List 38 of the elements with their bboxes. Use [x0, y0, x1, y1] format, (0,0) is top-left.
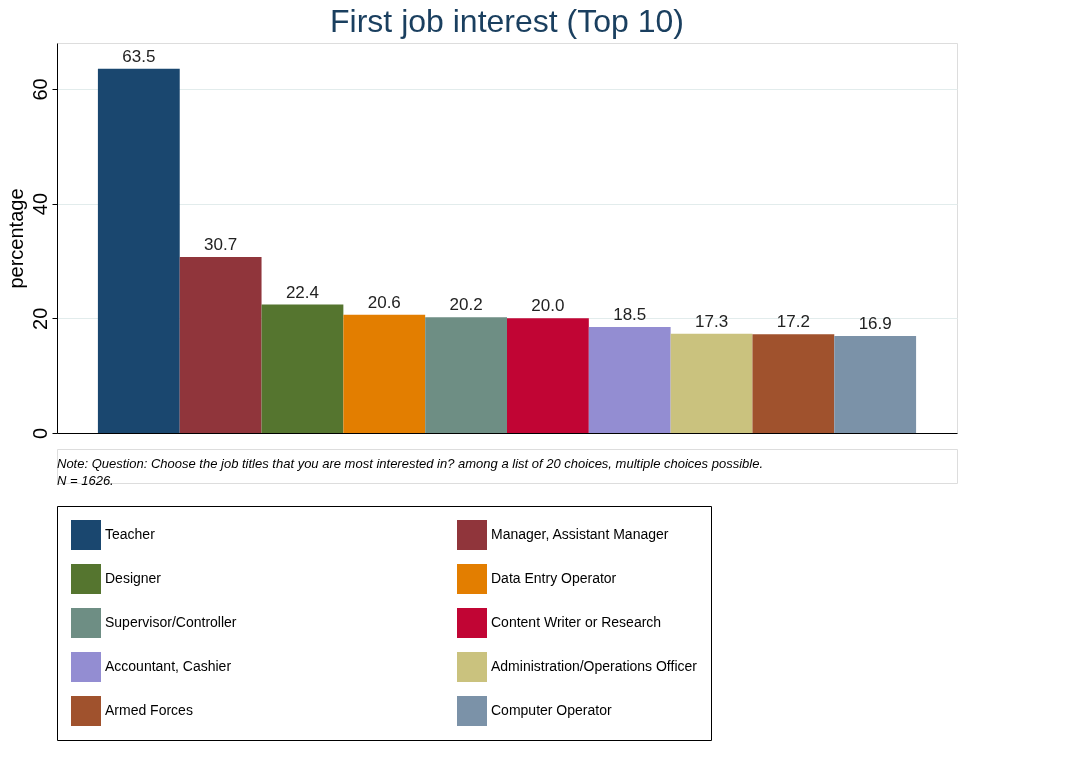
- data-label: 20.6: [367, 292, 401, 312]
- data-label: 20.2: [449, 295, 483, 315]
- text: N = 1626.: [57, 472, 114, 488]
- y-tick-label: 20: [28, 307, 51, 330]
- data-label: 22.4: [285, 282, 319, 302]
- data-label: 30.7: [204, 234, 238, 254]
- bar: [343, 314, 426, 433]
- legend-label: Accountant, Cashier: [105, 658, 232, 674]
- legend-label: Armed Forces: [105, 702, 193, 718]
- legend-label: Computer Operator: [491, 702, 612, 718]
- chart-title: First job interest (Top 10): [330, 3, 684, 39]
- legend-label: Administration/Operations Officer: [491, 658, 698, 674]
- data-label: 17.3: [695, 311, 729, 331]
- legend-label: Designer: [105, 570, 162, 586]
- bar: [179, 256, 262, 433]
- legend-label: Teacher: [105, 526, 156, 542]
- legend-label: Content Writer or Research: [491, 614, 662, 630]
- bar: [670, 333, 753, 433]
- data-label: 18.5: [613, 304, 647, 324]
- data-label: 63.5: [122, 46, 156, 66]
- legend-label: Supervisor/Controller: [105, 614, 237, 630]
- y-tick-label: 60: [28, 78, 51, 101]
- bar: [97, 68, 180, 433]
- data-label: 17.2: [776, 312, 810, 332]
- bar: [752, 334, 835, 433]
- bar: [507, 318, 589, 433]
- y-tick-label: 0: [28, 427, 51, 440]
- legend-label: Manager, Assistant Manager: [491, 526, 669, 542]
- bar: [834, 336, 917, 433]
- text: Note: Question: Choose the job titles that you are most interested in? among a list of 20 choices, multiple choices possible.: [57, 455, 763, 471]
- bar: [261, 304, 344, 433]
- bar: [588, 326, 671, 433]
- bar: [425, 317, 507, 433]
- data-label: 20.0: [531, 296, 565, 316]
- y-tick-label: 40: [28, 192, 51, 216]
- y-axis-title: percentage: [4, 188, 27, 289]
- legend-label: Data Entry Operator: [491, 570, 617, 586]
- data-label: 16.9: [858, 314, 892, 334]
